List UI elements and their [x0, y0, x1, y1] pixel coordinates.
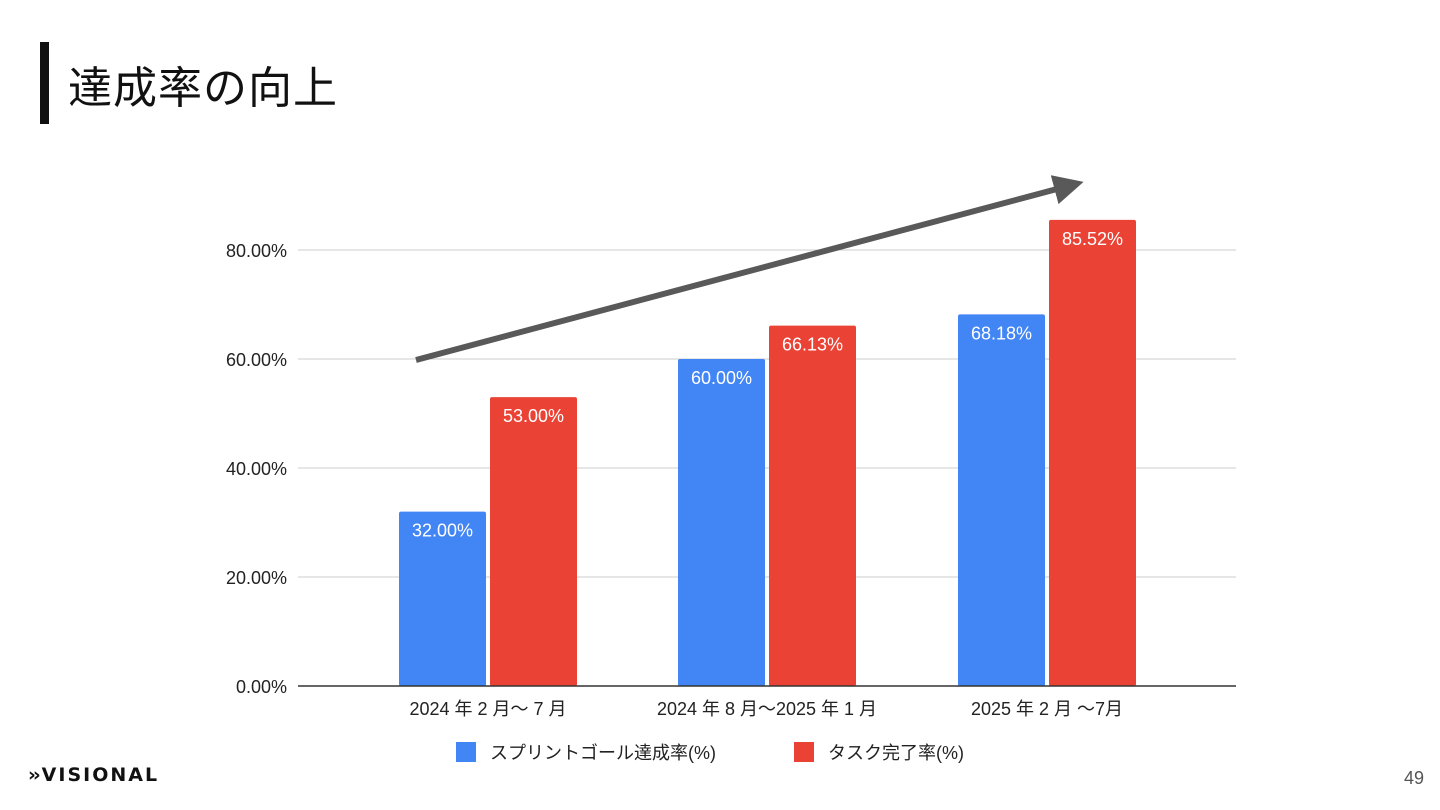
bar-series1	[958, 314, 1045, 686]
data-label: 68.18%	[971, 323, 1032, 343]
x-tick-label: 2024 年 8 月〜2025 年 1 月	[657, 699, 877, 719]
bar-series2	[490, 397, 577, 686]
legend-swatch	[794, 742, 814, 762]
bar-series2	[1049, 219, 1136, 686]
y-tick-label: 80.00%	[226, 241, 287, 261]
data-label: 60.00%	[691, 368, 752, 388]
visional-logo: ›› VISIONAL	[28, 764, 159, 786]
bar-series1	[399, 511, 486, 686]
logo-text: VISIONAL	[41, 764, 160, 786]
x-tick-label: 2025 年 2 月 〜7月	[971, 699, 1123, 719]
legend-label: タスク完了率(%)	[828, 743, 964, 763]
data-label: 32.00%	[412, 521, 473, 541]
y-tick-label: 40.00%	[226, 459, 287, 479]
page-number: 49	[1403, 768, 1424, 788]
y-tick-label: 20.00%	[226, 568, 287, 588]
data-label: 53.00%	[503, 406, 564, 426]
data-label: 66.13%	[782, 335, 843, 355]
legend-label: スプリントゴール達成率(%)	[490, 743, 716, 763]
y-tick-label: 60.00%	[226, 350, 287, 370]
bar-series2	[769, 325, 856, 686]
data-label: 85.52%	[1062, 229, 1123, 249]
y-tick-label: 0.00%	[236, 677, 287, 697]
bar-series1	[678, 359, 765, 686]
chevron-logo-icon: ››	[28, 764, 41, 786]
x-tick-label: 2024 年 2 月〜 7 月	[409, 699, 566, 719]
slide-title: 達成率の向上	[68, 63, 338, 114]
title-accent-bar	[40, 42, 49, 124]
trend-arrow	[415, 175, 1084, 363]
legend-swatch	[456, 742, 476, 762]
